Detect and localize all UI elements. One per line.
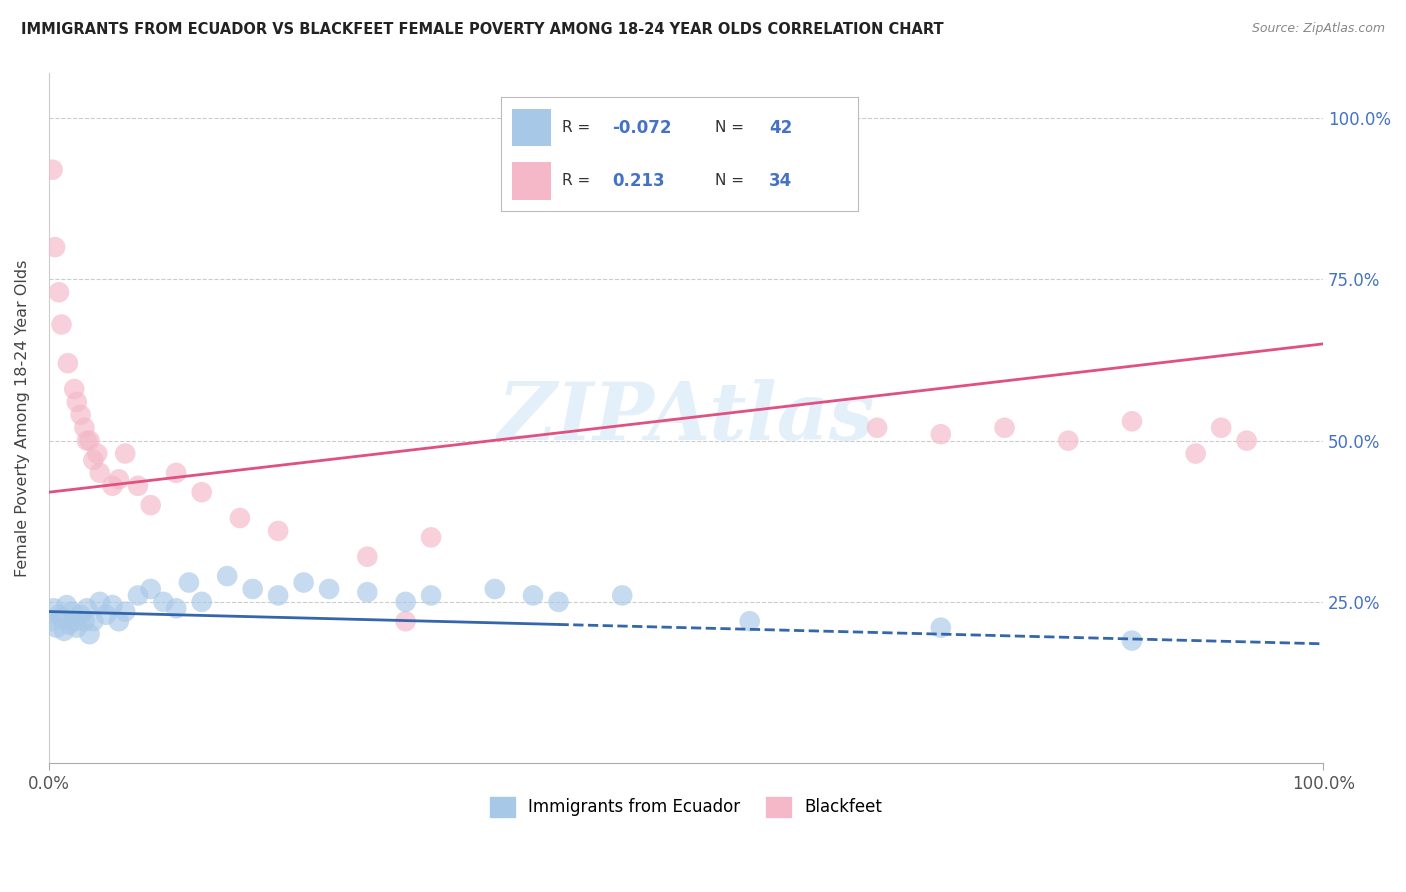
Point: [76, 601, 98, 615]
Y-axis label: Female Poverty Among 18-24 Year Olds: Female Poverty Among 18-24 Year Olds: [15, 260, 30, 577]
Point: [394, 614, 416, 628]
Point: [318, 582, 340, 596]
Point: [101, 598, 124, 612]
Point: [1057, 434, 1080, 448]
Point: [612, 589, 634, 603]
Point: [242, 582, 264, 596]
Point: [165, 466, 187, 480]
Point: [127, 589, 149, 603]
Point: [58, 617, 80, 632]
Point: [79, 627, 101, 641]
Point: [73, 421, 96, 435]
Point: [139, 582, 162, 596]
Point: [108, 472, 131, 486]
Point: [114, 446, 136, 460]
Point: [48, 607, 70, 622]
Point: [101, 479, 124, 493]
Point: [89, 595, 111, 609]
Point: [73, 614, 96, 628]
Text: ZIPAtlas: ZIPAtlas: [498, 379, 875, 457]
Point: [356, 549, 378, 564]
Point: [1211, 421, 1233, 435]
Point: [484, 582, 506, 596]
Point: [152, 595, 174, 609]
Point: [69, 408, 91, 422]
Point: [929, 427, 952, 442]
Point: [866, 421, 889, 435]
Point: [60, 605, 83, 619]
Point: [420, 589, 443, 603]
Point: [1121, 633, 1143, 648]
Point: [1236, 434, 1258, 448]
Point: [63, 382, 86, 396]
Point: [547, 595, 569, 609]
Point: [165, 601, 187, 615]
Point: [51, 611, 73, 625]
Point: [86, 446, 108, 460]
Point: [55, 598, 77, 612]
Point: [82, 453, 104, 467]
Point: [66, 621, 89, 635]
Point: [127, 479, 149, 493]
Point: [39, 614, 62, 628]
Point: [48, 285, 70, 300]
Point: [190, 595, 212, 609]
Point: [76, 434, 98, 448]
Point: [356, 585, 378, 599]
Point: [993, 421, 1015, 435]
Point: [41, 162, 63, 177]
Point: [139, 498, 162, 512]
Point: [738, 614, 761, 628]
Point: [522, 589, 544, 603]
Point: [114, 605, 136, 619]
Point: [929, 621, 952, 635]
Point: [267, 524, 290, 538]
Legend: Immigrants from Ecuador, Blackfeet: Immigrants from Ecuador, Blackfeet: [484, 790, 889, 824]
Point: [82, 614, 104, 628]
Text: IMMIGRANTS FROM ECUADOR VS BLACKFEET FEMALE POVERTY AMONG 18-24 YEAR OLDS CORREL: IMMIGRANTS FROM ECUADOR VS BLACKFEET FEM…: [21, 22, 943, 37]
Point: [292, 575, 315, 590]
Point: [217, 569, 239, 583]
Text: Source: ZipAtlas.com: Source: ZipAtlas.com: [1251, 22, 1385, 36]
Point: [420, 530, 443, 544]
Point: [94, 607, 117, 622]
Point: [1121, 414, 1143, 428]
Point: [89, 466, 111, 480]
Point: [1184, 446, 1206, 460]
Point: [66, 395, 89, 409]
Point: [69, 607, 91, 622]
Point: [63, 614, 86, 628]
Point: [56, 356, 79, 370]
Point: [190, 485, 212, 500]
Point: [44, 240, 66, 254]
Point: [79, 434, 101, 448]
Point: [394, 595, 416, 609]
Point: [108, 614, 131, 628]
Point: [51, 318, 73, 332]
Point: [267, 589, 290, 603]
Point: [229, 511, 252, 525]
Point: [42, 601, 65, 615]
Point: [45, 621, 67, 635]
Point: [53, 624, 76, 638]
Point: [177, 575, 200, 590]
